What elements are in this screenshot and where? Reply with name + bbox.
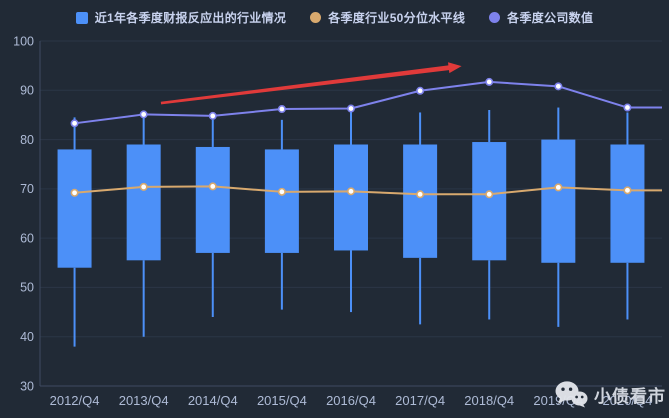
data-point-marker bbox=[623, 186, 632, 195]
y-tick-label: 90 bbox=[20, 84, 34, 98]
x-axis-label: 2020/Q4 bbox=[603, 393, 653, 408]
x-axis-label: 2017/Q4 bbox=[395, 393, 445, 408]
candle-body bbox=[610, 144, 645, 263]
data-point-marker bbox=[554, 82, 563, 91]
legend-label: 各季度公司数值 bbox=[507, 11, 594, 25]
data-point-marker bbox=[416, 190, 425, 199]
data-point-marker bbox=[139, 182, 148, 191]
x-axis-label: 2013/Q4 bbox=[119, 393, 169, 408]
data-point-marker bbox=[623, 103, 632, 112]
y-tick-label: 30 bbox=[20, 379, 34, 393]
y-tick-label: 40 bbox=[20, 330, 34, 344]
data-point-marker bbox=[485, 190, 494, 199]
x-axis-label: 2015/Q4 bbox=[257, 393, 307, 408]
data-point-marker bbox=[416, 86, 425, 95]
y-tick-label: 70 bbox=[20, 182, 34, 196]
legend-label: 各季度行业50分位水平线 bbox=[328, 11, 466, 25]
wechat-icon bbox=[555, 381, 588, 408]
data-point-marker bbox=[139, 110, 148, 119]
data-point-marker bbox=[554, 183, 563, 192]
candle-body bbox=[195, 146, 230, 253]
data-point-marker bbox=[346, 187, 355, 196]
legend-swatch-square-icon bbox=[75, 11, 88, 24]
legend-swatch-circle-icon bbox=[489, 12, 501, 23]
legend-swatch-circle-icon bbox=[310, 12, 322, 23]
candle-body bbox=[264, 149, 299, 253]
y-tick-label: 60 bbox=[20, 231, 34, 245]
chart-legend: 近1年各季度财报反应出的行业情况 各季度行业50分位水平线 各季度公司数值 bbox=[0, 9, 669, 26]
data-point-marker bbox=[346, 104, 355, 113]
legend-label: 近1年各季度财报反应出的行业情况 bbox=[94, 11, 287, 25]
median-line-series bbox=[74, 185, 662, 196]
legend-item-industry-box[interactable]: 近1年各季度财报反应出的行业情况 bbox=[75, 9, 287, 26]
x-axis-label: 2014/Q4 bbox=[188, 393, 238, 408]
candle-body bbox=[403, 144, 438, 258]
data-point-marker bbox=[70, 188, 79, 197]
watermark-text: 小债看市 bbox=[594, 386, 666, 406]
legend-item-median-line[interactable]: 各季度行业50分位水平线 bbox=[310, 9, 465, 26]
legend-item-company-line[interactable]: 各季度公司数值 bbox=[489, 9, 593, 26]
watermark: 小债看市 bbox=[554, 380, 666, 408]
x-axis-label: 2016/Q4 bbox=[326, 393, 376, 408]
candle-body bbox=[57, 149, 92, 268]
y-tick-label: 80 bbox=[20, 133, 34, 147]
candle-body bbox=[334, 144, 368, 251]
candle-body bbox=[541, 139, 576, 263]
data-point-marker bbox=[208, 182, 217, 191]
x-axis-label: 2018/Q4 bbox=[464, 393, 514, 408]
company-line-series bbox=[74, 80, 662, 125]
candle-body bbox=[126, 144, 161, 261]
data-point-marker bbox=[485, 77, 494, 86]
x-axis-label: 2012/Q4 bbox=[50, 393, 100, 408]
data-point-marker bbox=[208, 111, 217, 120]
y-tick-label: 100 bbox=[13, 34, 34, 48]
trend-arrow bbox=[160, 62, 462, 105]
y-tick-label: 50 bbox=[20, 281, 34, 295]
data-point-marker bbox=[277, 105, 286, 114]
data-point-marker bbox=[277, 187, 286, 196]
candle-body bbox=[472, 142, 507, 261]
data-point-marker bbox=[70, 119, 79, 128]
